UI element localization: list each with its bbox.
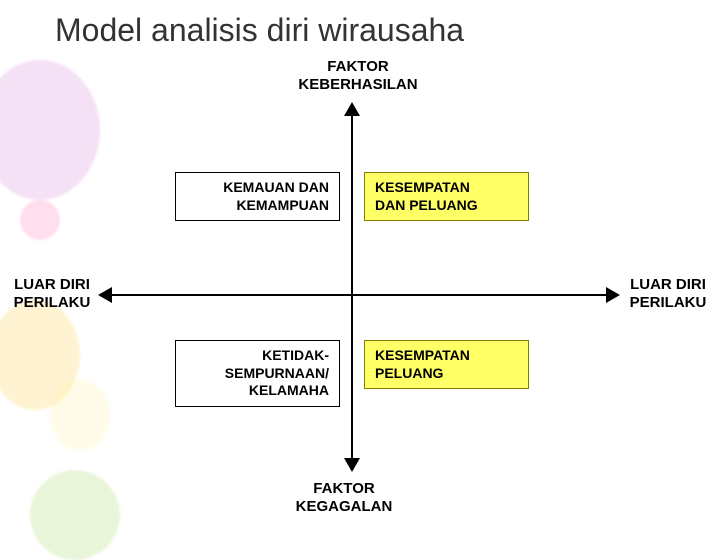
q-br-l1: KESEMPATAN: [375, 347, 470, 363]
axis-label-bottom-l1: FAKTOR: [313, 480, 374, 497]
axis-label-top-l2: KEBERHASILAN: [298, 76, 417, 93]
axis-label-bottom: FAKTOR KEGAGALAN: [264, 480, 424, 516]
q-bl-l2: SEMPURNAAN/: [225, 365, 329, 381]
axis-label-right-l1: LUAR DIRI: [630, 276, 706, 293]
q-br-l2: PELUANG: [375, 365, 443, 381]
axis-label-bottom-l2: KEGAGALAN: [296, 498, 393, 515]
axis-label-left: LUAR DIRI PERILAKU: [2, 276, 102, 312]
axis-label-top: FAKTOR KEBERHASILAN: [278, 58, 438, 94]
quadrant-top-right: KESEMPATAN DAN PELUANG: [364, 172, 529, 221]
q-tr-l1: KESEMPATAN: [375, 179, 470, 195]
q-tl-l1: KEMAUAN DAN: [223, 179, 329, 195]
q-tl-l2: KEMAMPUAN: [236, 197, 329, 213]
quadrant-bottom-right: KESEMPATAN PELUANG: [364, 340, 529, 389]
axis-label-left-l2: PERILAKU: [14, 294, 91, 311]
axis-label-right: LUAR DIRI PERILAKU: [618, 276, 718, 312]
q-bl-l1: KETIDAK-: [262, 347, 329, 363]
axis-label-right-l2: PERILAKU: [630, 294, 707, 311]
quadrant-top-left: KEMAUAN DAN KEMAMPUAN: [175, 172, 340, 221]
q-bl-l3: KELAMAHA: [249, 382, 329, 398]
axis-label-top-l1: FAKTOR: [327, 58, 388, 75]
q-tr-l2: DAN PELUANG: [375, 197, 478, 213]
axis-label-left-l1: LUAR DIRI: [14, 276, 90, 293]
quadrant-bottom-left: KETIDAK- SEMPURNAAN/ KELAMAHA: [175, 340, 340, 407]
page-title: Model analisis diri wirausaha: [55, 12, 464, 49]
